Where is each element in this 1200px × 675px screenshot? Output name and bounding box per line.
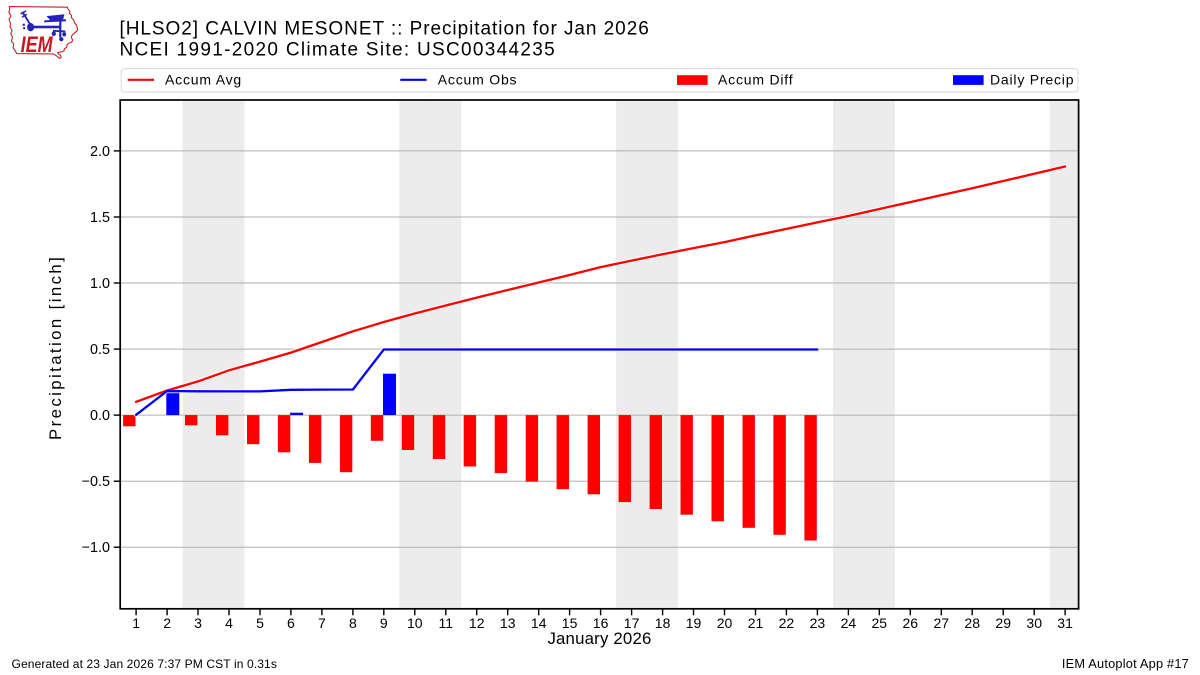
svg-text:17: 17 xyxy=(624,615,640,631)
svg-text:23: 23 xyxy=(810,615,826,631)
svg-text:[HLSO2] CALVIN MESONET :: Prec: [HLSO2] CALVIN MESONET :: Precipitation … xyxy=(120,18,650,39)
svg-text:15: 15 xyxy=(562,615,578,631)
svg-text:1.0: 1.0 xyxy=(90,276,110,292)
svg-text:0.5: 0.5 xyxy=(90,342,110,358)
svg-text:IEM Autoplot App #17: IEM Autoplot App #17 xyxy=(1062,656,1189,671)
svg-text:Accum Obs: Accum Obs xyxy=(438,72,518,88)
svg-text:3: 3 xyxy=(194,615,202,631)
svg-text:16: 16 xyxy=(593,615,609,631)
svg-text:6: 6 xyxy=(287,615,295,631)
svg-text:Daily Precip: Daily Precip xyxy=(990,72,1074,88)
svg-text:9: 9 xyxy=(380,615,388,631)
svg-text:−1.0: −1.0 xyxy=(82,540,110,556)
svg-text:Generated at 23 Jan 2026 7:37: Generated at 23 Jan 2026 7:37 PM CST in … xyxy=(12,657,277,671)
svg-text:5: 5 xyxy=(256,615,264,631)
svg-text:24: 24 xyxy=(841,615,857,631)
svg-text:11: 11 xyxy=(439,615,454,631)
svg-text:13: 13 xyxy=(500,615,516,631)
svg-text:22: 22 xyxy=(779,615,795,631)
svg-text:Accum Avg: Accum Avg xyxy=(165,72,242,88)
svg-text:−0.5: −0.5 xyxy=(82,474,110,490)
svg-text:IEM: IEM xyxy=(21,32,54,57)
svg-text:18: 18 xyxy=(655,615,671,631)
svg-text:28: 28 xyxy=(964,615,980,631)
svg-text:29: 29 xyxy=(995,615,1011,631)
svg-text:Accum Diff: Accum Diff xyxy=(718,72,793,88)
svg-text:27: 27 xyxy=(934,615,950,631)
svg-text:Precipitation [inch]: Precipitation [inch] xyxy=(46,255,65,440)
svg-text:14: 14 xyxy=(531,615,547,631)
svg-text:31: 31 xyxy=(1057,615,1073,631)
svg-text:26: 26 xyxy=(903,615,919,631)
svg-text:7: 7 xyxy=(318,615,326,631)
svg-text:21: 21 xyxy=(748,615,764,631)
svg-text:30: 30 xyxy=(1026,615,1042,631)
svg-text:0.0: 0.0 xyxy=(90,408,110,424)
svg-text:4: 4 xyxy=(225,615,233,631)
svg-text:NCEI 1991-2020 Climate Site: U: NCEI 1991-2020 Climate Site: USC00344235 xyxy=(120,40,556,61)
svg-text:10: 10 xyxy=(407,615,423,631)
svg-text:2.0: 2.0 xyxy=(90,144,110,160)
svg-text:19: 19 xyxy=(686,615,702,631)
svg-text:2: 2 xyxy=(163,615,171,631)
svg-text:1.5: 1.5 xyxy=(90,210,110,226)
svg-text:20: 20 xyxy=(717,615,733,631)
svg-text:25: 25 xyxy=(872,615,888,631)
svg-text:12: 12 xyxy=(469,615,485,631)
svg-text:1: 1 xyxy=(132,615,140,631)
svg-text:January 2026: January 2026 xyxy=(547,629,651,648)
svg-text:8: 8 xyxy=(349,615,357,631)
